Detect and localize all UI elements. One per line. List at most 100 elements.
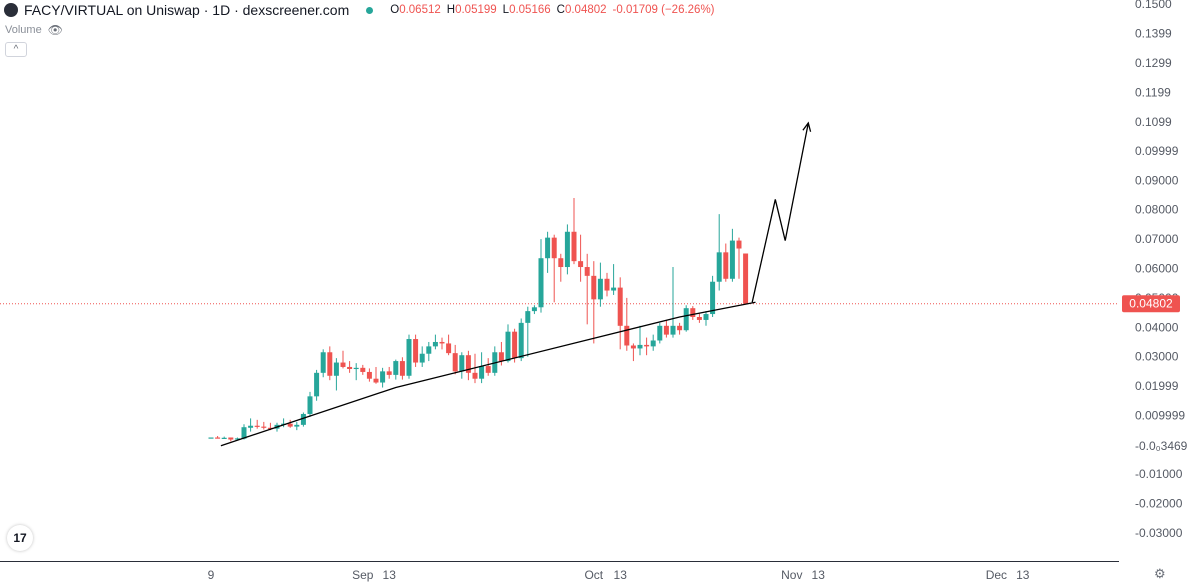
candle-body — [314, 372, 320, 397]
support-trendline — [220, 301, 756, 447]
candle — [215, 436, 221, 439]
candle — [683, 305, 689, 332]
candle — [386, 366, 392, 379]
candle — [663, 319, 669, 338]
candle-body — [677, 325, 683, 331]
candle — [538, 239, 544, 313]
y-tick-label: 0.06000 — [1135, 262, 1179, 276]
candle — [452, 344, 458, 375]
candle-body — [432, 341, 438, 347]
x-tick-label: 13 — [812, 568, 826, 582]
candle-body — [696, 316, 702, 320]
candle — [558, 253, 564, 282]
x-tick-label: Nov — [781, 568, 802, 582]
candle-body — [439, 341, 445, 344]
candle-body — [221, 437, 227, 439]
candle — [657, 322, 663, 344]
candle — [333, 358, 339, 391]
candle-body — [617, 287, 623, 326]
candle — [630, 343, 636, 362]
candle-body — [380, 371, 386, 383]
candle-body — [287, 423, 293, 427]
candle-body — [670, 325, 676, 335]
svg-text:0.04802: 0.04802 — [1129, 297, 1173, 311]
candle-body — [736, 240, 742, 249]
candle-body — [637, 344, 643, 349]
candle — [320, 349, 326, 378]
candle-body — [545, 237, 551, 259]
candle-body — [228, 437, 234, 440]
candle-body — [558, 258, 564, 268]
y-tick-label: 0.08000 — [1135, 203, 1179, 217]
candle — [564, 224, 570, 275]
candle-body — [611, 287, 617, 291]
candle — [360, 364, 366, 375]
candle — [406, 334, 412, 379]
candle-body — [419, 353, 425, 363]
y-tick-label: -0.01000 — [1135, 467, 1183, 481]
candle-body — [446, 343, 452, 354]
candle-body — [512, 331, 518, 359]
token-logo-icon — [4, 3, 18, 17]
gear-icon[interactable]: ⚙ — [1154, 566, 1166, 581]
y-tick-label: 0.009999 — [1135, 408, 1185, 422]
candle — [485, 358, 491, 376]
candle-body — [300, 413, 306, 425]
candle-body — [413, 339, 419, 363]
candle — [340, 350, 346, 369]
candle — [208, 437, 214, 439]
candle — [518, 318, 524, 362]
candles — [208, 197, 749, 442]
candle-body — [234, 438, 240, 440]
candle-body — [294, 424, 300, 427]
candle — [551, 234, 557, 303]
eye-icon[interactable]: 👁 — [47, 23, 63, 37]
candle-body — [703, 314, 709, 320]
candle — [294, 421, 300, 431]
chevron-up-icon: ^ — [13, 44, 19, 55]
candle — [611, 264, 617, 295]
candle-body — [406, 339, 412, 376]
candle-body — [723, 252, 729, 279]
candle-body — [353, 367, 359, 370]
candle-body — [472, 372, 478, 379]
ohlc-close: C0.04802 — [556, 4, 607, 16]
candle-body — [743, 253, 749, 304]
y-tick-label: -0.03000 — [1135, 526, 1183, 540]
candle-body — [505, 331, 511, 362]
candle — [300, 412, 306, 427]
candle — [703, 311, 709, 326]
ohlc-change: -0.01709 (−26.26%) — [612, 4, 715, 16]
ohlc-values: O0.06512 H0.05199 L0.05166 C0.04802 -0.0… — [390, 4, 714, 16]
candle — [439, 337, 445, 350]
volume-legend[interactable]: Volume 👁 — [5, 23, 63, 37]
candle — [261, 421, 267, 430]
candle — [413, 334, 419, 367]
candle-body — [657, 325, 663, 341]
candle — [419, 346, 425, 367]
status-dot-icon — [366, 6, 374, 14]
collapse-legend-button[interactable]: ^ — [5, 42, 27, 57]
x-axis: 9 Sep 13 Oct 13 Nov 13 Dec 13 — [208, 568, 1030, 582]
candle — [248, 418, 254, 432]
candle-body — [307, 396, 313, 414]
tradingview-logo-icon[interactable]: 17 — [7, 525, 33, 551]
candle — [446, 334, 452, 356]
candle — [432, 334, 438, 350]
x-tick-label: 13 — [383, 568, 397, 582]
candle — [597, 262, 603, 307]
candle-body — [248, 425, 254, 428]
candle — [465, 350, 471, 381]
candle-body — [644, 344, 650, 347]
ohlc-open: O0.06512 — [390, 4, 441, 16]
chart-title: FACY/VIRTUAL on Uniswap · 1D · dexscreen… — [24, 2, 350, 18]
candle-body — [267, 427, 273, 429]
candle — [617, 277, 623, 350]
candle — [670, 267, 676, 338]
candle — [505, 324, 511, 363]
candle-body — [386, 371, 392, 375]
candle — [254, 419, 260, 429]
candle — [604, 272, 610, 297]
candle — [729, 228, 735, 282]
